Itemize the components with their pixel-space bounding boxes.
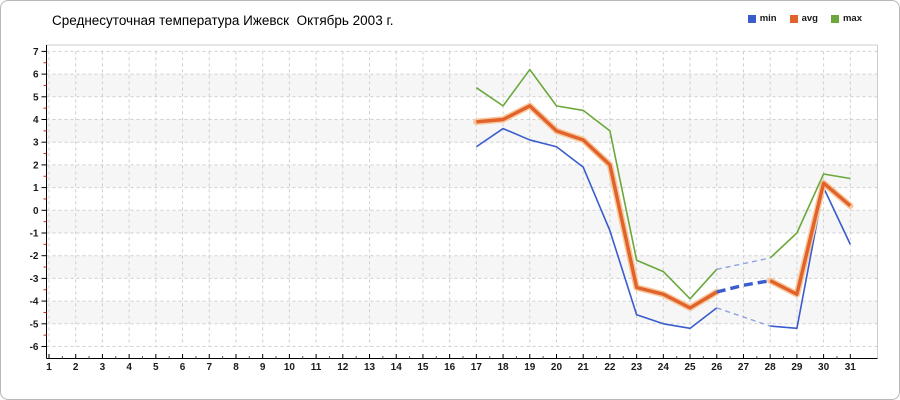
x-tick-label: 2 xyxy=(73,362,79,373)
legend-item-max: max xyxy=(830,13,862,24)
y-tick-label: 1 xyxy=(33,183,39,194)
y-tick-label: -3 xyxy=(30,274,39,285)
series-line-max xyxy=(475,68,718,300)
x-tick-label: 6 xyxy=(180,362,186,373)
y-tick-label: 6 xyxy=(33,70,39,81)
x-tick-label: 24 xyxy=(658,362,670,373)
series-line-avg xyxy=(769,181,852,296)
series-line-min-dashed xyxy=(716,307,771,327)
x-tick-label: 5 xyxy=(153,362,159,373)
series-line-avg-dashed xyxy=(716,278,771,294)
x-tick-label: 20 xyxy=(551,362,563,373)
x-tick-label: 27 xyxy=(738,362,750,373)
background-band xyxy=(46,255,878,279)
x-tick-label: 12 xyxy=(337,362,349,373)
background-band xyxy=(46,74,878,97)
x-tick-label: 31 xyxy=(845,362,857,373)
x-tick-label: 26 xyxy=(711,362,723,373)
x-tick-label: 30 xyxy=(818,362,830,373)
x-tick-label: 10 xyxy=(284,362,296,373)
background-band xyxy=(46,301,878,324)
y-tick-label: -5 xyxy=(30,319,39,330)
x-tick-label: 21 xyxy=(578,362,590,373)
legend-swatch-min xyxy=(747,14,756,23)
legend-swatch-max xyxy=(830,14,839,23)
background-band xyxy=(46,164,878,188)
x-tick-label: 17 xyxy=(471,362,483,373)
y-tick-label: 5 xyxy=(33,92,39,103)
x-tick-label: 16 xyxy=(444,362,456,373)
series-line-max-dashed xyxy=(716,257,771,271)
series-line-avg xyxy=(476,104,718,310)
x-tick-label: 18 xyxy=(498,362,510,373)
y-tick-label: 3 xyxy=(33,138,39,149)
x-tick-label: 11 xyxy=(311,362,322,373)
legend: min avg max xyxy=(747,13,862,24)
y-tick-label: 2 xyxy=(33,160,39,171)
x-tick-label: 3 xyxy=(100,362,106,373)
x-tick-label: 1 xyxy=(46,362,52,373)
series-line-max xyxy=(769,173,851,259)
x-tick-label: 29 xyxy=(791,362,803,373)
y-tick-label: 0 xyxy=(33,206,39,217)
x-tick-label: 9 xyxy=(260,362,266,373)
y-tick-label: -1 xyxy=(30,229,39,240)
x-tick-label: 13 xyxy=(364,362,376,373)
legend-label-avg: avg xyxy=(801,13,818,24)
y-tick-label: -6 xyxy=(30,342,39,353)
x-tick-label: 7 xyxy=(206,362,212,373)
y-tick-label: 4 xyxy=(33,115,39,126)
x-tick-label: 14 xyxy=(391,362,403,373)
background-band xyxy=(46,119,878,143)
x-tick-label: 4 xyxy=(126,362,132,373)
x-tick-label: 25 xyxy=(684,362,696,373)
x-tick-label: 15 xyxy=(417,362,429,373)
x-tick-label: 22 xyxy=(604,362,616,373)
x-tick-label: 8 xyxy=(233,362,239,373)
legend-item-min: min xyxy=(747,13,777,24)
background-band xyxy=(46,210,878,233)
x-tick-label: 23 xyxy=(631,362,643,373)
legend-label-min: min xyxy=(759,13,777,24)
legend-label-max: max xyxy=(842,13,862,24)
chart-title: Среднесуточная температура Ижевск Октябр… xyxy=(52,13,394,28)
x-tick-label: 19 xyxy=(524,362,536,373)
legend-item-avg: avg xyxy=(789,13,818,24)
y-tick-label: -4 xyxy=(30,297,39,308)
x-tick-label: 28 xyxy=(765,362,777,373)
legend-swatch-avg xyxy=(789,14,798,23)
series-line-min xyxy=(770,186,852,330)
series-line-min xyxy=(475,127,718,330)
y-tick-label: -2 xyxy=(30,251,39,262)
y-tick-label: 7 xyxy=(33,47,39,58)
